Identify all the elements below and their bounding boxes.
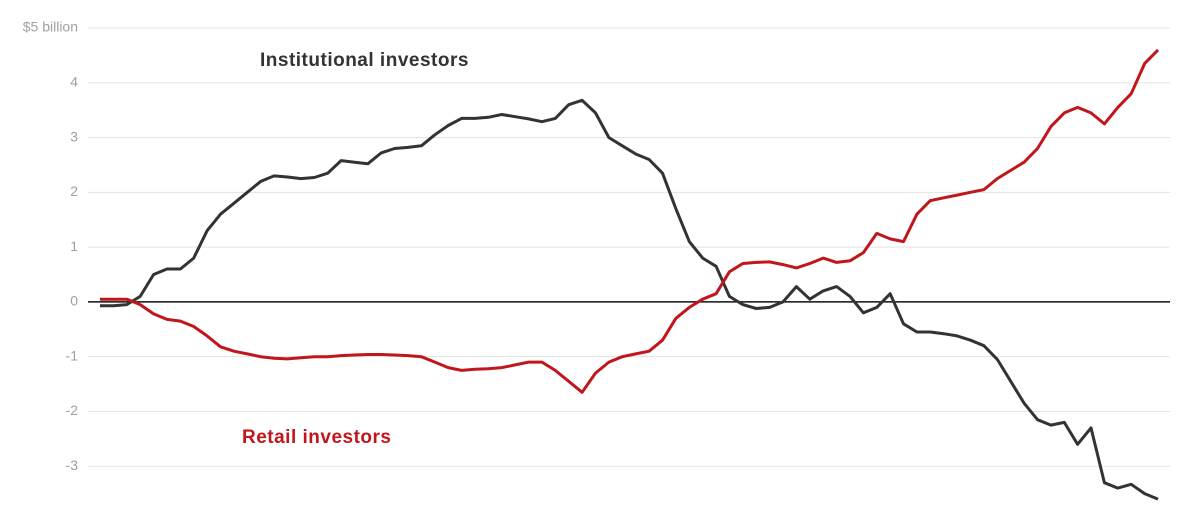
series-line (100, 98, 1159, 501)
y-tick-label: -2 (66, 402, 79, 418)
series-line (100, 48, 1160, 394)
series-label: Institutional investors (260, 50, 469, 71)
y-tick-label: 0 (70, 293, 78, 309)
y-tick-label: 3 (70, 128, 78, 144)
y-tick-label: -1 (66, 347, 79, 363)
y-tick-label: -3 (66, 457, 79, 473)
series-label: Retail investors (242, 427, 392, 448)
y-tick-label: $5 billion (23, 19, 78, 35)
y-tick-label: 2 (70, 183, 78, 199)
y-tick-label: 1 (70, 238, 78, 254)
y-tick-label: 4 (70, 73, 78, 89)
